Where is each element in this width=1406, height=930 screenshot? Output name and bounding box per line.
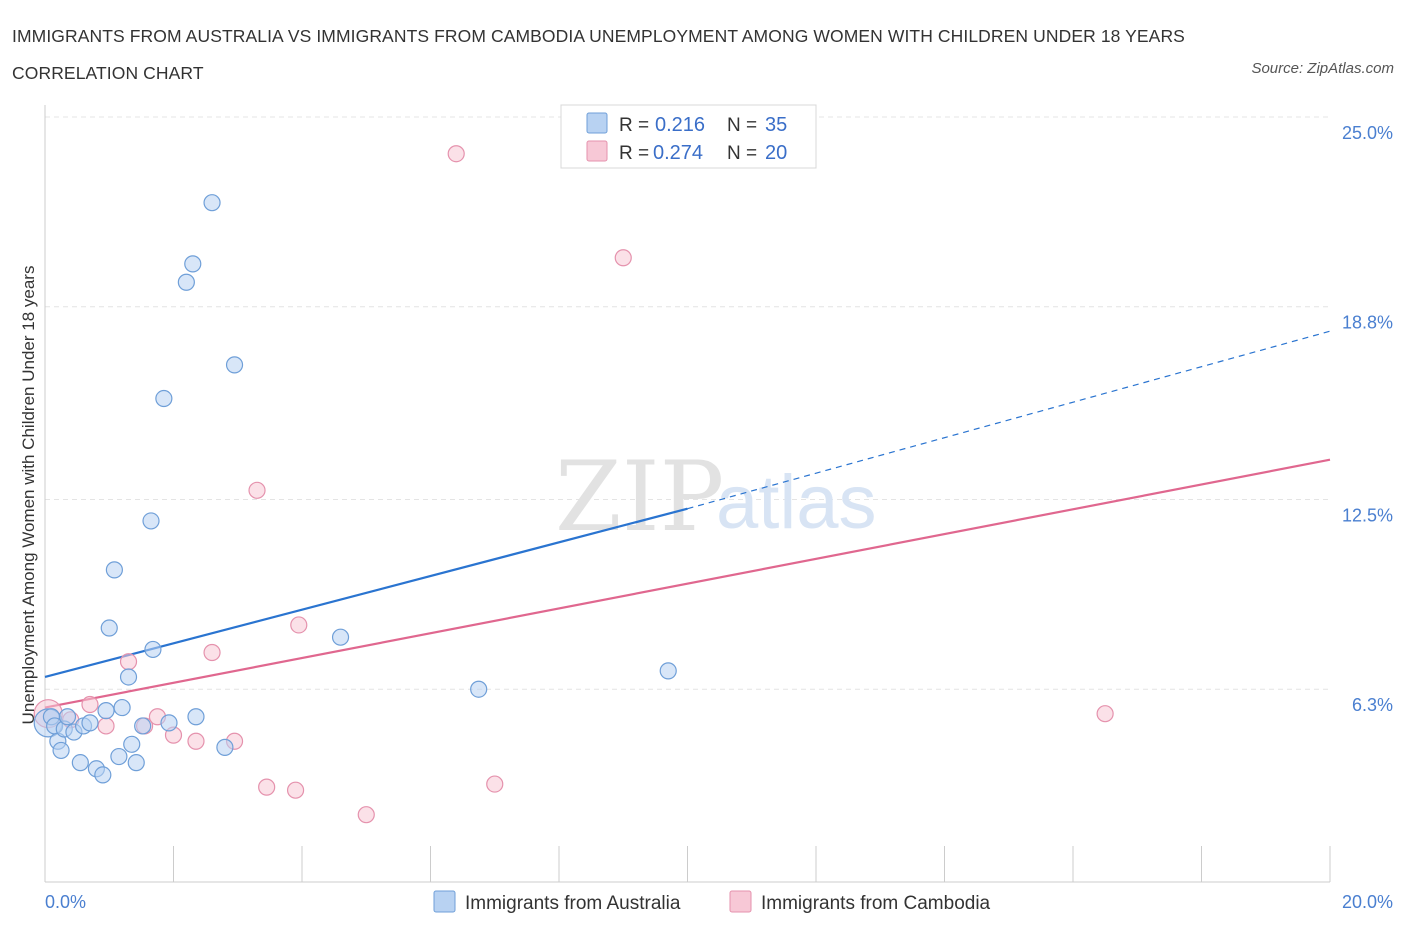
point-cambodia-9 — [203, 643, 221, 662]
bottom-legend-label-cambodia: Immigrants from Cambodia — [761, 893, 991, 914]
gridlines — [45, 116, 1330, 690]
legend-n-value-australia: 35 — [765, 114, 787, 136]
point-australia-6 — [58, 708, 77, 726]
x-tick-labels: 0.0% 20.0% — [45, 892, 1393, 912]
point-cambodia-12 — [258, 778, 276, 796]
point-australia-19 — [123, 735, 141, 753]
point-cambodia-13 — [286, 781, 305, 799]
legend-swatch-australia — [586, 112, 608, 134]
legend-n-value-cambodia: 20 — [765, 142, 787, 164]
chart-title: IMMIGRANTS FROM AUSTRALIA VS IMMIGRANTS … — [12, 26, 1185, 83]
legend-swatch-cambodia — [586, 140, 608, 162]
legend-r-label-australia: R = — [619, 115, 649, 136]
trend-line-australia-extension — [687, 330, 1331, 510]
legend-r-value-australia: 0.216 — [655, 114, 705, 136]
trend-line-cambodia — [44, 458, 1331, 709]
point-australia-13 — [97, 702, 115, 720]
y-axis-label: Unemployment Among Women with Children U… — [19, 266, 38, 725]
point-cambodia-18 — [614, 249, 632, 267]
point-australia-8 — [71, 754, 89, 772]
legend-r-value-cambodia: 0.274 — [653, 142, 703, 164]
point-cambodia-19 — [1096, 705, 1114, 723]
point-australia-24 — [155, 389, 173, 408]
y-tick-labels: 6.3% 12.5% 18.8% 25.0% — [1342, 123, 1393, 715]
point-australia-27 — [184, 255, 202, 273]
y-tick-label-3: 25.0% — [1342, 123, 1393, 143]
point-australia-10 — [81, 714, 99, 732]
point-australia-23 — [144, 640, 162, 659]
point-australia-29 — [203, 194, 221, 212]
point-australia-17 — [113, 698, 131, 717]
point-australia-16 — [110, 747, 128, 766]
point-cambodia-11 — [248, 481, 266, 499]
point-australia-26 — [177, 273, 195, 291]
point-australia-34 — [659, 662, 677, 680]
y-tick-label-0: 6.3% — [1352, 695, 1393, 715]
y-tick-label-1: 12.5% — [1342, 506, 1393, 526]
legend-n-label-australia: N = — [727, 115, 757, 136]
point-australia-15 — [105, 561, 123, 579]
legend-r-label-cambodia: R = — [619, 143, 649, 164]
bottom-legend-swatch-cambodia — [729, 890, 752, 913]
point-australia-14 — [100, 619, 118, 637]
point-cambodia-8 — [187, 732, 205, 750]
point-cambodia-3 — [97, 717, 115, 735]
point-australia-12 — [94, 766, 112, 784]
point-cambodia-17 — [486, 775, 504, 793]
point-australia-18 — [119, 668, 138, 686]
point-australia-20 — [127, 754, 145, 772]
point-cambodia-14 — [290, 616, 308, 634]
watermark-zip: ZIP — [555, 441, 724, 553]
x-tick-label-1: 20.0% — [1342, 892, 1393, 912]
series-legend: Immigrants from Australia Immigrants fro… — [433, 890, 991, 914]
point-australia-28 — [187, 708, 205, 726]
axes — [44, 105, 1331, 883]
point-australia-22 — [142, 512, 160, 530]
point-australia-30 — [216, 738, 234, 756]
bottom-legend-label-australia: Immigrants from Australia — [465, 893, 681, 914]
source-label: Source: ZipAtlas.com — [1251, 60, 1394, 77]
point-cambodia-16 — [447, 145, 465, 163]
point-australia-33 — [470, 680, 488, 698]
point-cambodia-2 — [81, 695, 99, 714]
x-tick-label-0: 0.0% — [45, 892, 86, 912]
legend-n-label-cambodia: N = — [727, 143, 757, 164]
point-australia-21 — [134, 717, 152, 735]
correlation-legend: R = 0.216 N = 35 R = 0.274 N = 20 — [560, 104, 817, 169]
point-cambodia-4 — [119, 653, 138, 671]
point-australia-31 — [225, 356, 244, 374]
y-tick-label-2: 18.8% — [1342, 313, 1393, 333]
point-australia-32 — [331, 628, 350, 646]
point-cambodia-15 — [357, 806, 375, 824]
point-australia-25 — [160, 714, 178, 732]
point-australia-4 — [52, 741, 70, 760]
watermark-atlas: atlas — [716, 460, 877, 545]
data-points — [33, 145, 1114, 824]
trend-line-australia — [44, 507, 688, 679]
bottom-legend-swatch-australia — [433, 890, 456, 913]
